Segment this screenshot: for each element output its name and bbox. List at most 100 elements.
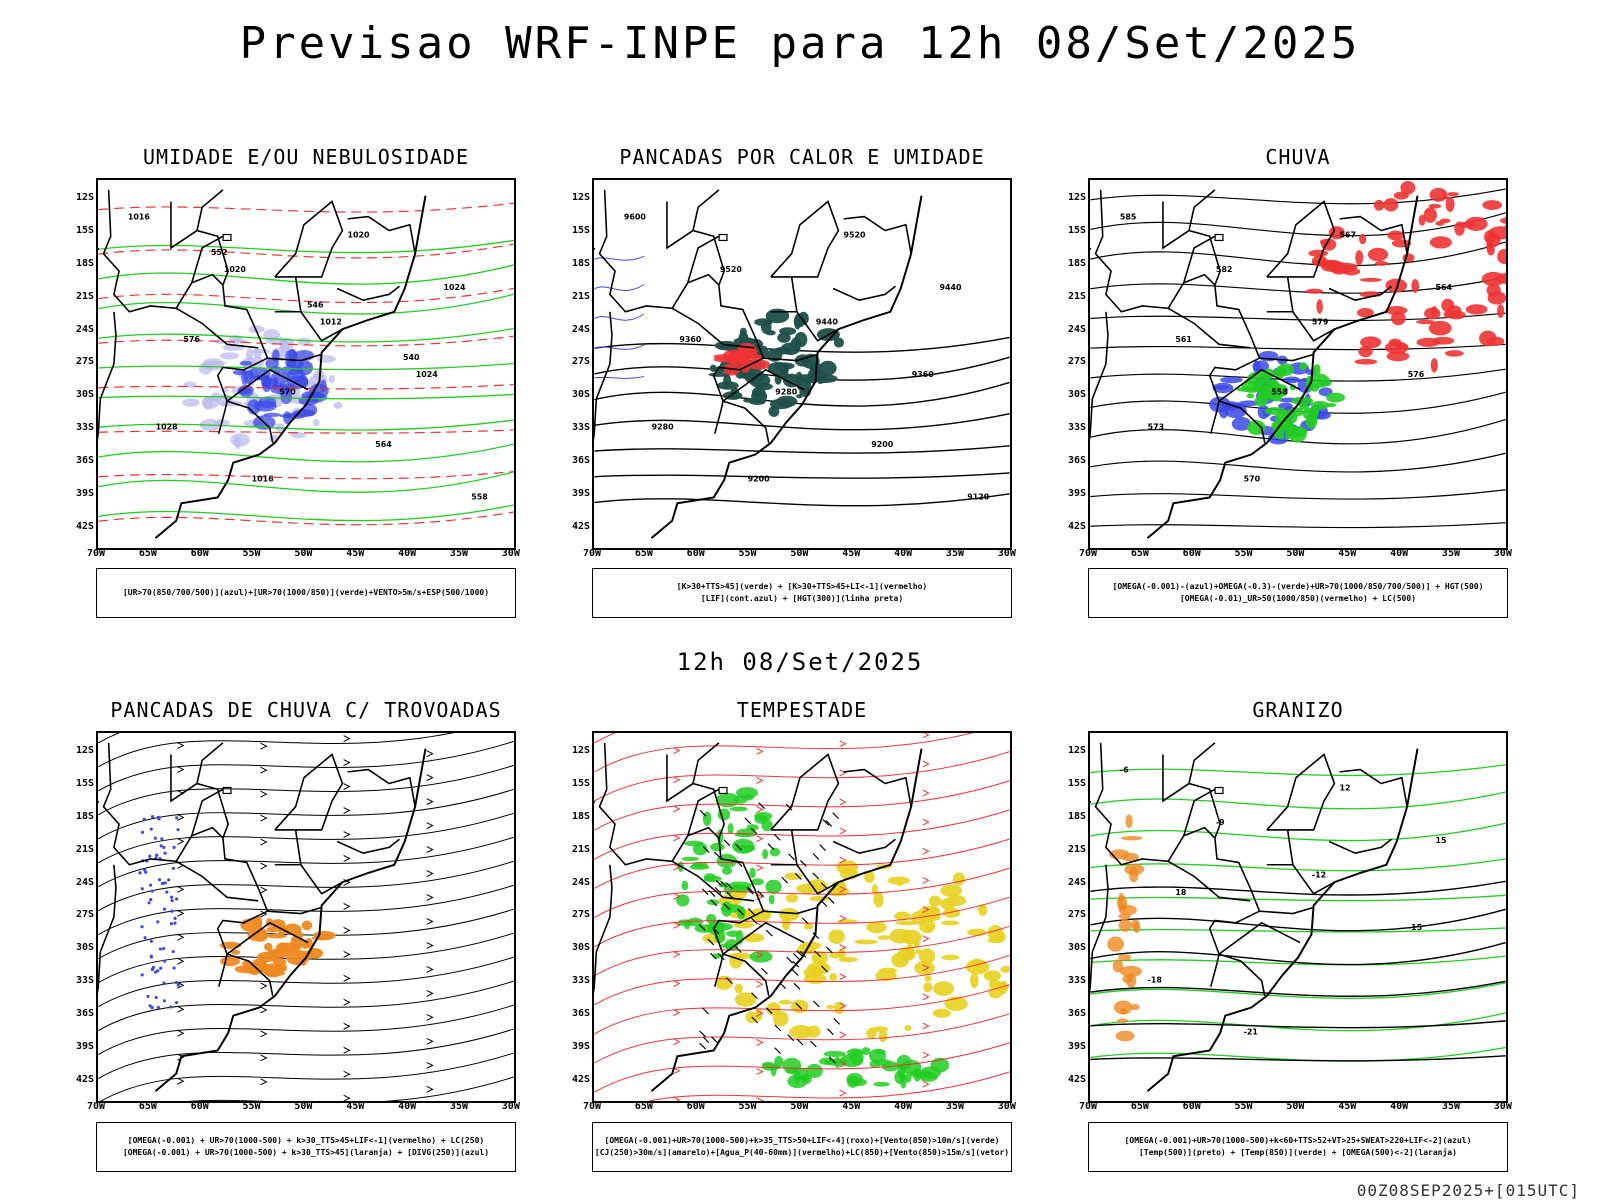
wind-850-area-cell: [732, 838, 755, 854]
lon-tick-label: 50W: [1286, 1101, 1305, 1112]
country-state-border: [1188, 189, 1266, 444]
k-tts-area-cell: [765, 308, 790, 324]
wind-vector: [751, 992, 758, 1000]
jet-250-area-cell: [806, 1025, 821, 1038]
streamline-250-line: [98, 740, 514, 792]
wind-850-area-cell: [731, 885, 751, 893]
country-state-border: [770, 753, 840, 831]
jet-250-area-cell: [926, 923, 933, 933]
wind-850-area-cell: [676, 894, 690, 907]
wind-vector: [702, 1007, 709, 1015]
omega500-orange-cell: [1130, 919, 1140, 930]
lc850-streamline-line: [594, 1013, 1010, 1064]
thunderstorm-orange-cell: [264, 970, 286, 977]
divergence-dot: [176, 828, 180, 832]
streamline-arrow: [177, 957, 185, 965]
humidity-1000-850-contour-line: [98, 264, 514, 285]
wind-850-south-cell: [823, 1050, 846, 1057]
wind-850-south-cell: [801, 1074, 812, 1084]
streamline-arrow: [756, 1039, 764, 1046]
jet-250-area-cell: [873, 892, 884, 908]
map-borders: [594, 742, 923, 1092]
lat-tick-label: 27S: [571, 356, 590, 368]
wind-vector: [698, 924, 706, 931]
streamline-arrow: [426, 1061, 434, 1069]
jet-250-area-cell: [833, 1001, 845, 1015]
omega-ur-red-cell: [1393, 191, 1409, 200]
lon-tick-label: 55W: [1234, 1101, 1253, 1112]
lif-contour-line: [594, 344, 645, 350]
streamline-arrow: [426, 1085, 434, 1093]
lat-tick-label: 12S: [571, 192, 590, 203]
lagoon-marker: [718, 233, 728, 242]
wind-vector: [792, 952, 800, 960]
streamline-arrow: [756, 777, 764, 784]
streamline-arrow: [673, 863, 681, 871]
jet-250-area-cell: [966, 928, 987, 937]
streamline-arrow: [343, 1070, 351, 1078]
lat-tick-label: 12S: [1067, 192, 1086, 203]
thunderstorm-orange-cell: [231, 950, 241, 955]
streamline-arrow: [343, 735, 351, 742]
panel-title: PANCADAS DE CHUVA C/ TROVOADAS: [110, 698, 502, 722]
contour-label: 9280: [775, 388, 798, 397]
wind-850-south-cell: [873, 1081, 890, 1087]
streamline-250-line: [98, 884, 514, 936]
jet-250-area-cell: [734, 983, 743, 994]
contour-label: -15: [1408, 923, 1422, 932]
omega-green-cell: [1246, 371, 1270, 386]
wind-vector: [720, 880, 727, 888]
wind-vector: [785, 803, 793, 811]
omega-ur-red-cell: [1416, 319, 1435, 325]
wind-vector: [713, 851, 721, 859]
lat-tick-label: 42S: [75, 1073, 94, 1085]
temp500-contour-line: [1090, 941, 1506, 966]
omega-ur-red-cell: [1373, 199, 1385, 211]
omega-ur-red-cell: [1387, 230, 1405, 241]
jet-250-area-cell: [929, 906, 940, 912]
divergence-dot: [146, 994, 150, 999]
divergence-dot: [173, 921, 177, 925]
omega-green-cell: [1288, 426, 1307, 443]
streamline-arrow: [756, 835, 764, 843]
k-tts-area-cell: [749, 399, 766, 405]
map-borders: [594, 189, 923, 539]
wind-850-area-cell: [719, 943, 735, 949]
east-coastline: [154, 748, 427, 1092]
country-state-border: [671, 860, 755, 902]
lat-tick-label: 30S: [1067, 389, 1086, 401]
omega-ur-red-cell: [1386, 351, 1410, 362]
lon-tick-label: 40W: [398, 548, 417, 559]
streamline-arrow: [922, 818, 930, 826]
contour-labels: 1016 1020 1012 1024 1028 1016 1020 1024 576 570 56…: [128, 213, 488, 502]
streamline-arrow: [673, 980, 681, 987]
divergence-dot: [162, 946, 166, 951]
omega-ur-red-cell: [1356, 308, 1374, 318]
divergence-dot: [149, 939, 153, 943]
wind-850-area-cell: [694, 924, 716, 933]
country-state-border: [686, 788, 720, 837]
streamline-arrow: [343, 950, 351, 958]
streamline-arrow: [343, 974, 351, 982]
omega500-orange-cell: [1118, 918, 1132, 932]
country-state-border: [196, 189, 274, 444]
hgt500-contour-line: [1090, 452, 1506, 473]
streamline-arrow: [839, 1031, 847, 1039]
lagoon-marker: [718, 786, 728, 795]
wind-850-area-cell: [681, 856, 700, 862]
wind-vector: [723, 903, 731, 910]
contour-label: 9280: [652, 422, 675, 431]
panel-legend: [OMEGA(-0.001) + UR>70(1000-500) + k>30_…: [96, 1122, 516, 1172]
wind-850-area-cell: [681, 880, 689, 891]
lat-tick-label: 24S: [75, 323, 94, 335]
divergence-dot: [158, 878, 162, 882]
lat-tick-label: 36S: [571, 1008, 590, 1020]
lat-tick-label: 33S: [1067, 422, 1086, 434]
streamline-arrow: [426, 894, 434, 901]
wind-850-south-cell: [861, 1047, 871, 1055]
country-state-border: [1218, 921, 1301, 955]
streamline-250-line: [98, 733, 455, 768]
hgt500-contour-line: [1090, 343, 1506, 351]
omega500-orange-cell: [1112, 959, 1124, 973]
wind-850-area-cell: [729, 806, 748, 812]
